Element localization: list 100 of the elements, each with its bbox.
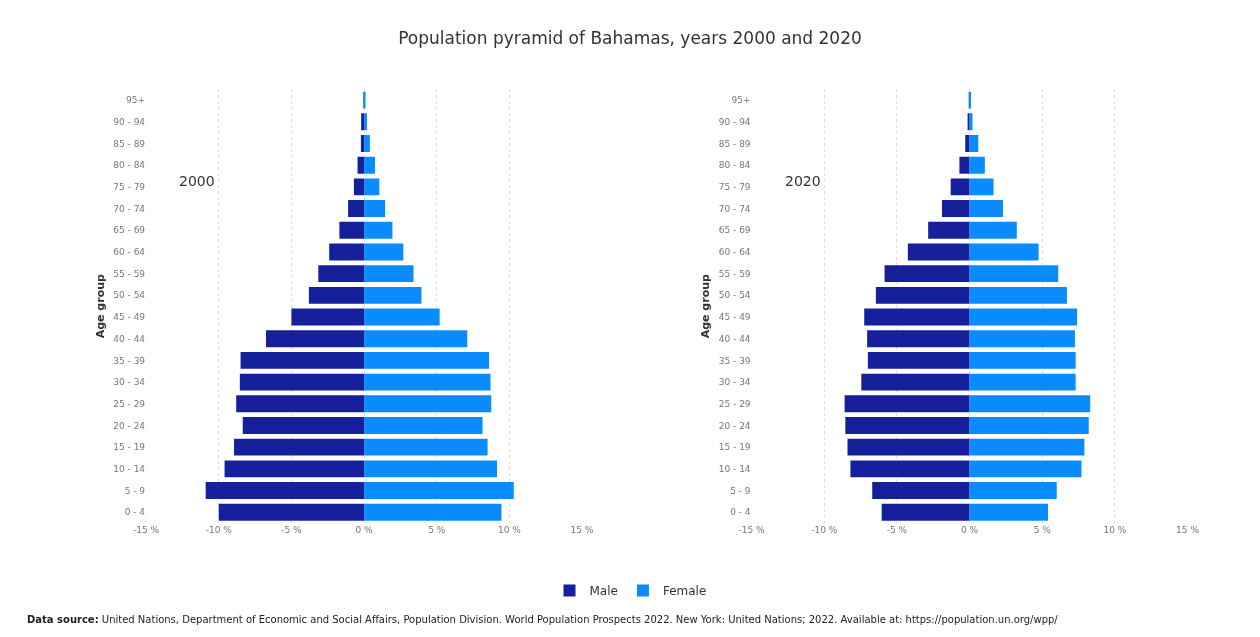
y-tick-label: 45 - 49: [718, 312, 751, 323]
bar: [364, 135, 370, 152]
y-tick-label: 60 - 64: [718, 247, 751, 258]
bar: [363, 91, 366, 109]
bar: [965, 135, 970, 152]
y-tick-label: 95+: [731, 95, 751, 106]
y-tick-label: 70 - 74: [718, 203, 751, 214]
bar: [969, 482, 1057, 499]
y-tick-label: 40 - 44: [113, 333, 146, 344]
bar: [353, 178, 365, 196]
bar: [234, 438, 365, 456]
bar: [969, 265, 1059, 283]
x-tick-label: -10 %: [811, 525, 838, 536]
x-tick-label: -15 %: [738, 525, 766, 536]
bar: [875, 286, 970, 304]
bar: [969, 330, 1075, 348]
bar: [357, 156, 365, 174]
x-tick-label: -15 %: [133, 525, 160, 536]
y-tick-label: 45 - 49: [113, 312, 146, 323]
bar: [847, 438, 970, 456]
bar: [364, 373, 491, 391]
bar: [969, 178, 994, 196]
bar: [348, 200, 365, 218]
source-note: Data source: United Nations, Department of Economic and Social Affairs, Population Division. World Population Prospects 2022. New York: United Nations; 2022. Available at: https://population.un.org/wpp/: [27, 614, 1059, 625]
bar: [969, 395, 1091, 413]
y-tick-label: 30 - 34: [113, 377, 146, 388]
bar: [867, 330, 970, 348]
bar: [205, 482, 365, 499]
y-tick-label: 5 - 9: [730, 485, 751, 496]
bar: [239, 373, 365, 391]
x-tick-label: 0 %: [355, 525, 374, 536]
y-tick-label: 85 - 89: [113, 138, 146, 149]
bar: [265, 330, 365, 348]
bar: [881, 503, 970, 521]
bar: [969, 460, 1082, 478]
x-tick-label: -5 %: [281, 525, 303, 536]
bar: [364, 395, 492, 413]
bar: [364, 503, 502, 521]
bar: [959, 156, 970, 174]
y-tick-label: 75 - 79: [113, 182, 146, 193]
bar: [360, 135, 365, 152]
bar: [845, 417, 970, 434]
bar: [969, 286, 1067, 304]
y-tick-label: 80 - 84: [113, 160, 146, 171]
bar: [950, 178, 970, 196]
bar: [364, 330, 468, 348]
bar: [240, 351, 365, 369]
bar: [364, 178, 380, 196]
y-tick-label: 75 - 79: [718, 182, 751, 193]
bar: [242, 417, 365, 434]
y-tick-label: 80 - 84: [718, 160, 751, 171]
bar: [308, 286, 365, 304]
bar: [969, 156, 985, 174]
bar: [969, 503, 1049, 521]
bar: [867, 351, 970, 369]
bar: [969, 373, 1076, 391]
y-tick-label: 10 - 14: [113, 464, 146, 474]
bar: [218, 503, 365, 521]
y-tick-label: 15 - 19: [113, 442, 146, 453]
y-tick-label: 60 - 64: [113, 247, 146, 258]
bar: [969, 135, 979, 152]
y-tick-label: 20 - 24: [113, 420, 146, 431]
text: Population pyramid of Bahamas, years 2000 and 2020: [398, 28, 862, 49]
y-tick-label: 50 - 54: [113, 290, 146, 301]
x-tick-label: -5 %: [886, 525, 908, 536]
y-tick-label: 0 - 4: [730, 507, 751, 518]
y-tick-label: 55 - 59: [113, 268, 146, 279]
y-tick-label: 50 - 54: [718, 290, 751, 301]
x-tick-label: 0 %: [961, 525, 979, 536]
bar: [969, 351, 1076, 369]
y-tick-label: 90 - 94: [718, 116, 751, 127]
bar: [844, 395, 970, 413]
bar: [364, 438, 488, 456]
x-tick-label: 10 %: [1103, 525, 1127, 536]
bar: [364, 460, 498, 478]
y-axis-title: Age group: [699, 273, 713, 339]
x-tick-label: -10 %: [205, 525, 233, 536]
legend-label: Female: [662, 584, 707, 599]
bar: [364, 265, 414, 283]
x-tick-label: 10 %: [497, 525, 522, 536]
bar: [364, 417, 483, 434]
legend-label: Male: [589, 584, 618, 599]
y-tick-label: 25 - 29: [113, 398, 146, 409]
bar: [861, 373, 970, 391]
bar: [329, 243, 365, 261]
x-tick-label: 5 %: [428, 525, 446, 536]
bar: [339, 221, 365, 239]
bar: [364, 286, 422, 304]
y-axis-title: Age group: [93, 273, 107, 339]
bar: [969, 243, 1039, 261]
x-tick-label: 5 %: [1033, 525, 1052, 536]
bar: [850, 460, 970, 478]
y-tick-label: 25 - 29: [718, 398, 751, 409]
y-tick-label: 20 - 24: [718, 420, 751, 431]
y-tick-label: 0 - 4: [124, 507, 146, 518]
y-tick-label: 10 - 14: [718, 464, 751, 474]
bar: [364, 221, 393, 239]
x-tick-label: 15 %: [570, 525, 594, 536]
bar: [864, 308, 970, 326]
y-tick-label: 30 - 34: [718, 377, 751, 388]
